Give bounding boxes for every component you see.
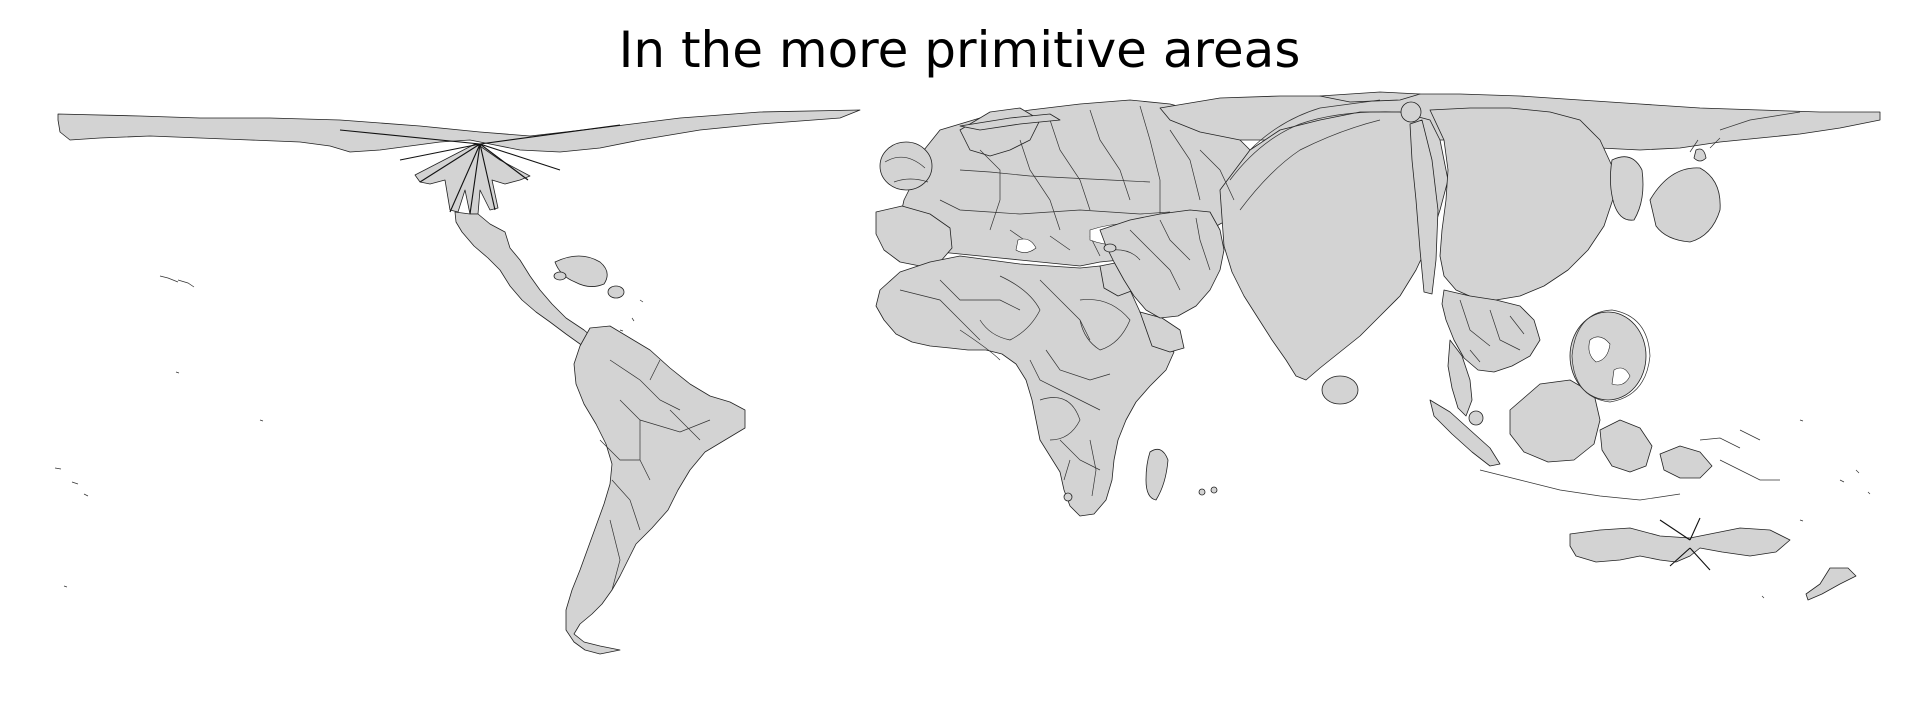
continent-africa xyxy=(875,255,1175,517)
map-title: In the more primitive areas xyxy=(618,21,1301,79)
country-china xyxy=(1429,107,1615,301)
pacific-dots xyxy=(1761,469,1871,599)
country-borneo xyxy=(1509,379,1601,463)
philippines-inner-sea-2 xyxy=(1611,367,1631,386)
borders-middle-east xyxy=(1109,217,1211,291)
country-malaysia-peninsula xyxy=(1447,339,1473,417)
region-middle-east-land xyxy=(1099,209,1225,319)
arctic-islands xyxy=(959,113,1061,131)
country-madagascar xyxy=(1145,448,1169,501)
border-uk xyxy=(884,156,929,183)
country-new-zealand xyxy=(1805,567,1857,601)
islands-dots xyxy=(177,279,644,332)
country-australia xyxy=(1569,527,1791,563)
philippines-inner-sea xyxy=(1588,336,1611,363)
philippines-rings xyxy=(1571,309,1651,403)
borders-indochina xyxy=(1459,299,1525,363)
spike-lines xyxy=(339,124,621,215)
country-small-gulf xyxy=(1103,243,1117,253)
country-sumatra xyxy=(1429,399,1501,467)
country-lesotho xyxy=(1063,492,1073,502)
continent-south-america xyxy=(565,325,746,655)
japan-islands-line xyxy=(1689,111,1801,153)
country-uk-ireland xyxy=(879,141,933,191)
country-usa-fan xyxy=(414,143,531,215)
scattered-islands xyxy=(54,275,1804,588)
country-taiwan-small xyxy=(1693,148,1707,162)
island-reunion xyxy=(1210,486,1218,494)
region-east-asia xyxy=(1429,107,1801,301)
borders-europe xyxy=(939,105,1201,257)
country-singapore xyxy=(1468,410,1484,426)
country-cuba xyxy=(554,255,608,287)
country-indochina xyxy=(1441,289,1541,373)
indonesia-chain xyxy=(1479,429,1780,501)
country-new-guinea xyxy=(1659,445,1713,479)
region-africa xyxy=(875,255,1218,517)
borders-south-america xyxy=(599,359,711,591)
borders-africa xyxy=(899,275,1131,497)
borders-south-asia xyxy=(1199,99,1401,211)
country-java-sulawesi xyxy=(1599,419,1653,473)
pacific-island-chain xyxy=(54,275,1804,588)
region-middle-east xyxy=(1099,209,1225,319)
region-south-asia xyxy=(1199,99,1449,405)
country-bhutan xyxy=(1400,101,1422,123)
arctic-sliver xyxy=(1319,91,1421,103)
region-oceania xyxy=(1569,469,1871,601)
region-southeast-asia xyxy=(1429,289,1780,501)
country-korea xyxy=(1610,156,1644,221)
country-sri-lanka xyxy=(1321,375,1359,405)
australia-center-lines xyxy=(1659,517,1711,571)
country-bangladesh-spindle xyxy=(1409,119,1439,295)
island-mauritius xyxy=(1198,488,1206,496)
country-canada-usa-strip xyxy=(57,109,861,153)
country-haiti-dr xyxy=(607,285,625,299)
region-south-america xyxy=(565,325,746,655)
country-japan xyxy=(1649,167,1721,243)
region-north-america xyxy=(57,109,861,361)
island-caribbean xyxy=(553,271,567,281)
sea-adriatic xyxy=(1015,238,1037,253)
